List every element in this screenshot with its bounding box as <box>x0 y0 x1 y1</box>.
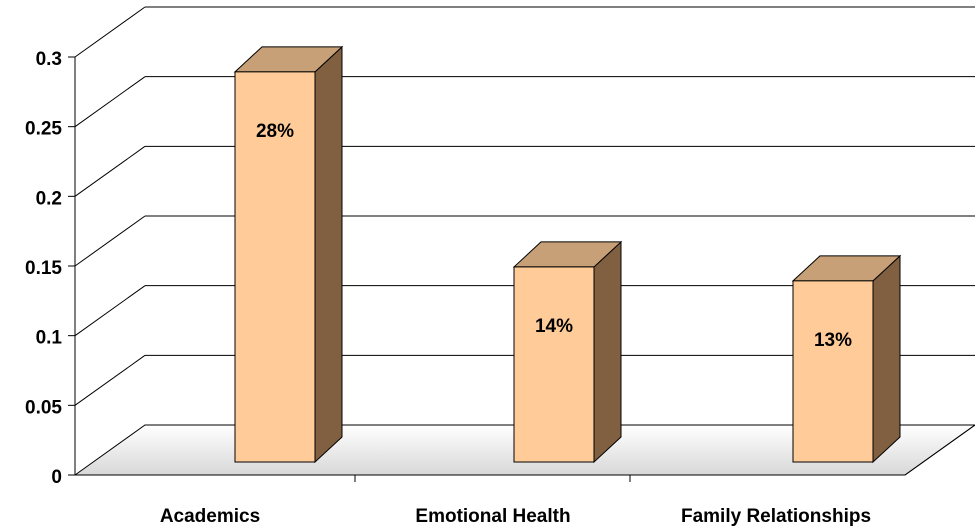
value-label: 28% <box>256 121 294 142</box>
bar-side <box>314 45 343 464</box>
y-tick-label: 0.1 <box>36 328 63 349</box>
grid-line <box>74 76 146 128</box>
value-label: 14% <box>535 316 573 337</box>
bar <box>513 266 595 463</box>
floor-edge <box>904 424 975 476</box>
y-tick-label: 0 <box>51 467 62 488</box>
bar <box>792 280 874 463</box>
y-tick-label: 0.15 <box>25 258 62 279</box>
value-label: 13% <box>814 330 852 351</box>
y-tick-label: 0.3 <box>36 49 62 70</box>
x-tick-label: Family Relationships <box>681 506 871 527</box>
grid-line <box>74 6 146 58</box>
x-tick-label: Academics <box>160 506 260 527</box>
bar-side <box>872 254 901 464</box>
bar-side <box>593 240 622 464</box>
grid-line <box>74 215 146 267</box>
grid-line <box>74 285 146 337</box>
y-tick-label: 0.05 <box>25 397 62 418</box>
grid-line <box>74 354 146 406</box>
bar <box>234 71 316 463</box>
x-tick-label: Emotional Health <box>415 506 570 527</box>
grid-line <box>74 145 146 197</box>
y-tick-label: 0.25 <box>25 119 62 140</box>
y-tick-label: 0.2 <box>36 188 62 209</box>
